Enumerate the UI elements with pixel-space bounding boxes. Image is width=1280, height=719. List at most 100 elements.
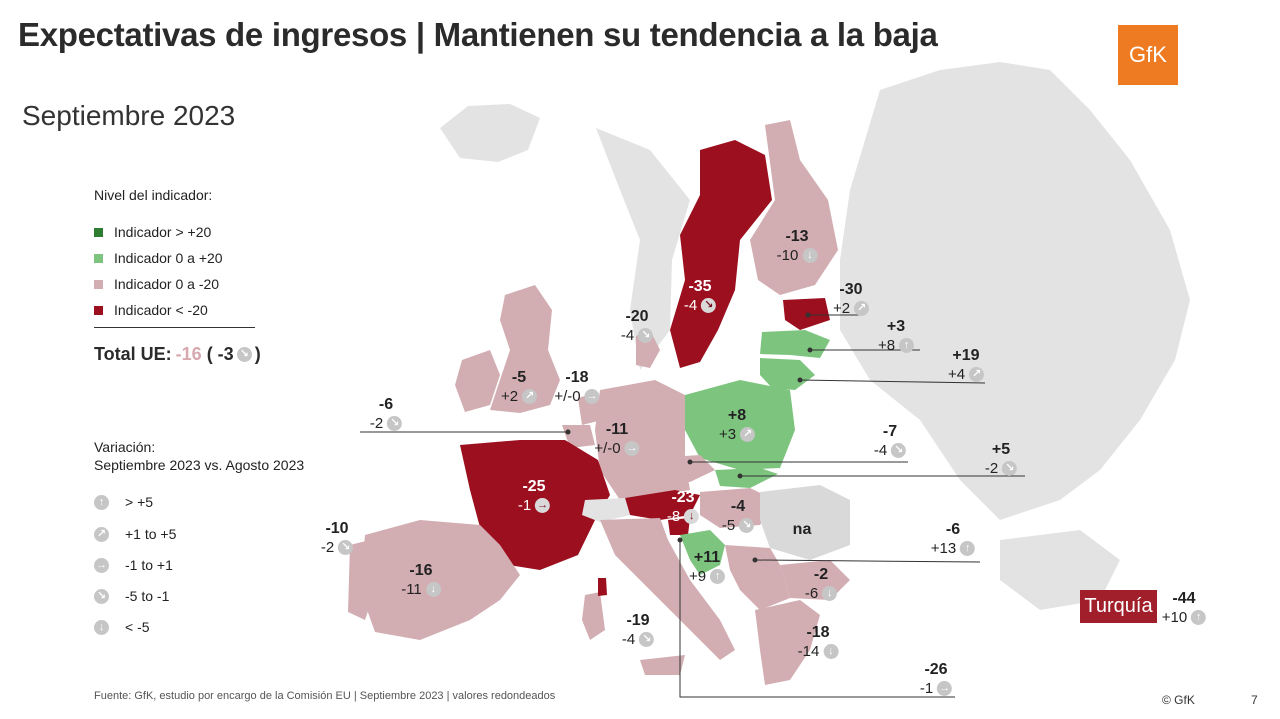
arrow-right-icon: → [584, 389, 600, 404]
arrow-down-right-icon: ↘ [638, 328, 654, 343]
arrow-up-icon: ↑ [960, 541, 976, 556]
legend-divider [94, 327, 255, 328]
arrow-down-right-icon: ↘ [739, 518, 755, 533]
country-value: -18 [806, 624, 830, 641]
country-sk [715, 468, 778, 488]
country-change: -2 ↘ [985, 459, 1018, 478]
variation-item: → -1 to +1 [94, 557, 173, 573]
arrow-down-icon: ↓ [425, 582, 441, 597]
variation-label: +1 to +5 [125, 526, 177, 542]
arrow-down-right-icon: ↘ [94, 588, 109, 604]
arrow-down-right-icon: ↘ [639, 632, 655, 647]
eu-total-change: ( -3 [206, 344, 234, 364]
country-be [562, 425, 595, 448]
country-es [360, 520, 520, 640]
turkey-label: Turquía [1080, 590, 1157, 623]
arrow-up-icon: ↑ [1191, 610, 1207, 625]
label-latvia: +3 +8 ↑ [878, 318, 915, 355]
country-ro [760, 485, 850, 560]
variation-period: Septiembre 2023 vs. Agosto 2023 [94, 457, 305, 473]
arrow-up-right-icon: ↗ [854, 301, 870, 316]
country-value: -4 [730, 498, 746, 515]
country-change: -4 ↘ [622, 630, 655, 649]
country-pl [685, 380, 795, 470]
country-value: -6 [378, 396, 394, 413]
arrow-up-right-icon: ↗ [94, 526, 109, 542]
label-romania: na [793, 521, 812, 539]
legend-swatch [94, 305, 103, 315]
arrow-down-right-icon: ↘ [236, 347, 252, 362]
variation-label: < -5 [125, 619, 150, 635]
country-hu [700, 488, 775, 528]
legend-item: Indicador > +20 [94, 219, 264, 245]
label-slovakia: +5 -2 ↘ [985, 441, 1018, 478]
arrow-right-icon: → [937, 681, 953, 696]
country-change: -1 → [919, 680, 953, 697]
country-gr [755, 600, 820, 685]
page-subtitle: Septiembre 2023 [22, 100, 236, 131]
country-change: -4 ↘ [874, 441, 907, 460]
country-change: +9 ↑ [689, 567, 726, 586]
country-value: -6 [945, 521, 961, 538]
variation-item: ↓ < -5 [94, 619, 150, 635]
country-value: -11 [605, 421, 629, 438]
country-ie [455, 350, 500, 412]
label-turkey: -44 +10 ↑ [1162, 590, 1207, 627]
legend-label: Indicador 0 a +20 [114, 250, 223, 266]
variation-label: > +5 [125, 494, 154, 510]
arrow-down-right-icon: ↘ [891, 443, 907, 458]
variation-legend-title: Variación: Septiembre 2023 vs. Agosto 20… [94, 438, 304, 474]
country-change: -2 ↘ [321, 538, 354, 557]
country-change: -6 ↓ [805, 584, 838, 603]
legend-label: Indicador 0 a -20 [114, 276, 220, 292]
arrow-right-icon: → [624, 441, 640, 456]
variation-label: -5 to -1 [125, 588, 170, 604]
country-change: -4 ↘ [684, 296, 717, 315]
arrow-up-right-icon: ↗ [740, 427, 756, 442]
arrow-down-icon: ↓ [802, 248, 818, 263]
country-pt [348, 540, 375, 620]
country-value: -13 [785, 228, 809, 245]
variation-item: ↗ +1 to +5 [94, 526, 176, 542]
country-value: -20 [625, 308, 649, 325]
country-uk [490, 285, 560, 413]
country-value: -2 [813, 566, 829, 583]
country-hr [680, 530, 725, 575]
arrow-down-icon: ↓ [94, 619, 109, 635]
country-change: -10 ↓ [777, 246, 818, 265]
country-ch [582, 498, 630, 522]
label-spain: -16 -11 ↓ [401, 562, 441, 599]
country-si [668, 518, 690, 535]
label-lithuania: +19 +4 ↗ [948, 347, 985, 384]
page-number: 7 [1251, 693, 1258, 707]
arrow-down-icon: ↓ [823, 644, 839, 659]
country-value: -5 [511, 369, 527, 386]
label-belgium: -6 -2 ↘ [370, 396, 403, 433]
country-change: +2 ↗ [501, 387, 538, 406]
country-change: +2 ↗ [833, 299, 870, 318]
country-value: -10 [325, 520, 349, 537]
arrow-up-icon: ↑ [94, 494, 109, 510]
eu-total-close: ) [254, 344, 261, 364]
country-value: -30 [839, 281, 863, 298]
eu-total-label: Total UE: [94, 344, 172, 364]
label-denmark: -20 -4 ↘ [621, 308, 654, 345]
country-se [670, 140, 772, 368]
island-sardinia [582, 592, 605, 640]
legend-title: Nivel del indicador: [94, 187, 213, 203]
country-value: +5 [991, 441, 1011, 458]
arrow-up-right-icon: ↗ [969, 367, 985, 382]
source-note: Fuente: GfK, estudio por encargo de la C… [94, 690, 556, 702]
label-germany: -11 +/-0 → [594, 421, 640, 458]
gfk-logo: GfK [1118, 25, 1178, 85]
country-fr [460, 440, 610, 570]
country-value: -44 [1172, 590, 1196, 607]
legend-swatch [94, 253, 103, 263]
label-netherlands: -18 +/-0 → [554, 369, 600, 406]
arrow-down-icon: ↓ [684, 509, 700, 524]
country-change: -8 ↓ [667, 507, 700, 526]
label-croatia: +11 +9 ↑ [689, 549, 726, 586]
country-value: +11 [693, 549, 721, 566]
arrow-down-icon: ↓ [822, 586, 838, 601]
country-value: -25 [522, 478, 546, 495]
